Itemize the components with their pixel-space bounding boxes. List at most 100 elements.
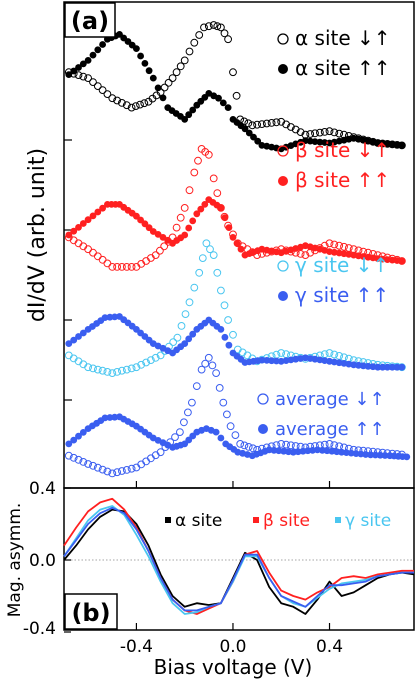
data-point — [282, 120, 291, 129]
data-point — [364, 362, 372, 370]
data-point — [74, 455, 83, 464]
data-point — [330, 441, 339, 450]
data-point — [108, 263, 117, 271]
legend-marker-gamma-parallel — [278, 291, 288, 301]
data-point — [213, 22, 222, 31]
data-point — [185, 298, 194, 307]
data-point — [93, 365, 102, 374]
data-point — [201, 201, 209, 208]
data-point — [137, 52, 145, 60]
y-tick-label-0: 0.4 — [29, 479, 56, 499]
data-point — [89, 461, 97, 470]
data-point — [248, 121, 257, 130]
data-point — [262, 119, 271, 128]
data-point — [240, 441, 249, 450]
data-point — [398, 363, 406, 371]
data-point — [79, 60, 87, 68]
data-point — [151, 251, 160, 260]
series-average-parallel — [65, 413, 411, 461]
data-point — [208, 361, 217, 370]
data-point — [316, 128, 324, 137]
data-point — [212, 369, 221, 378]
data-point — [122, 466, 131, 474]
data-point — [84, 216, 92, 224]
data-point — [267, 119, 276, 127]
data-point — [384, 140, 391, 148]
data-point — [147, 454, 155, 463]
data-point — [180, 418, 188, 427]
legend-label-average-7: average ↑↑ — [275, 419, 385, 440]
data-point — [384, 363, 391, 371]
data-point — [103, 467, 112, 476]
data-point — [282, 440, 291, 449]
x-axis-label: Bias voltage (V) — [154, 655, 313, 679]
data-point — [258, 120, 266, 128]
data-point — [272, 118, 281, 127]
data-point — [201, 359, 210, 368]
data-point — [159, 94, 167, 102]
panel-a-label-box — [64, 2, 116, 38]
data-point — [372, 451, 379, 459]
data-point — [108, 369, 117, 378]
panel-a-label: (a) — [71, 7, 109, 35]
data-point — [277, 117, 286, 126]
data-point — [219, 398, 228, 407]
data-point — [106, 313, 114, 321]
data-point — [325, 127, 334, 136]
data-point — [209, 21, 218, 29]
data-point — [311, 129, 319, 138]
data-point — [236, 440, 245, 448]
data-point — [223, 410, 231, 419]
data-point — [237, 245, 245, 253]
data-point — [217, 434, 225, 442]
data-point — [94, 46, 102, 54]
data-point — [142, 457, 151, 466]
series-beta-parallel — [65, 196, 406, 265]
data-point — [172, 68, 181, 77]
data-point — [217, 326, 225, 333]
data-point — [101, 414, 109, 422]
data-point — [190, 283, 199, 292]
data-point — [263, 357, 271, 364]
data-point — [75, 64, 82, 71]
data-point — [301, 251, 310, 260]
data-point — [89, 364, 97, 373]
data-point — [169, 338, 178, 347]
data-point — [98, 465, 107, 474]
data-point — [362, 451, 370, 458]
data-point — [75, 432, 82, 440]
data-point — [330, 240, 339, 249]
data-point — [193, 210, 201, 218]
data-point — [156, 448, 165, 457]
data-point — [224, 104, 232, 111]
data-point — [291, 125, 300, 134]
x-tick-label-1: 0.0 — [219, 637, 246, 657]
data-point — [335, 241, 344, 250]
data-point — [253, 120, 262, 129]
data-point — [184, 408, 192, 417]
legend-marker-alpha-antiparallel — [277, 33, 289, 45]
data-point — [103, 368, 112, 376]
data-point — [225, 341, 233, 349]
data-point — [172, 223, 181, 232]
data-point — [393, 363, 401, 371]
data-point — [258, 356, 266, 364]
data-point — [127, 364, 136, 373]
data-point — [113, 96, 121, 105]
data-point — [113, 468, 121, 477]
data-point — [177, 322, 186, 330]
data-point — [224, 316, 233, 324]
data-point — [89, 51, 97, 59]
data-point — [224, 35, 233, 44]
data-point — [344, 244, 353, 252]
data-point — [325, 349, 334, 357]
data-point — [388, 363, 396, 371]
legend-label-alpha-1: α site ↑↑ — [295, 56, 391, 80]
data-point — [328, 447, 336, 455]
data-point — [164, 78, 173, 87]
data-point — [325, 239, 334, 248]
data-point — [249, 444, 257, 453]
data-point — [197, 205, 205, 213]
legend-b-label-2: γ site — [345, 511, 391, 531]
data-point — [75, 224, 82, 231]
